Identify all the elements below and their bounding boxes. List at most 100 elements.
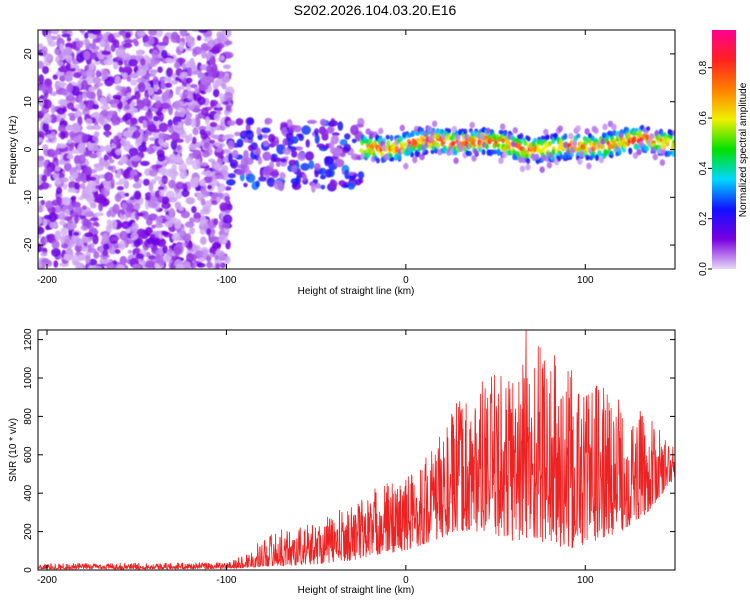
spectrogram-cell: [56, 107, 66, 115]
spectrogram-cell: [221, 75, 231, 84]
spectrogram-cell: [144, 195, 151, 201]
spectrogram-cell: [63, 234, 71, 245]
spectrogram-cell: [609, 150, 614, 156]
spectrogram-cell: [136, 77, 146, 84]
spectrogram-cell: [221, 165, 229, 172]
spectrogram-cell: [201, 150, 210, 158]
spectrogram-cell: [50, 91, 58, 97]
spectrogram-cell: [216, 31, 224, 39]
spectrogram-cell: [91, 76, 101, 84]
spectrogram-cell: [77, 254, 83, 262]
spectrogram-cell: [86, 91, 96, 100]
spectrogram-cell: [193, 212, 202, 220]
spectrogram-cell: [194, 250, 204, 257]
spectrogram-cell: [106, 46, 111, 52]
spectrogram-cell: [66, 154, 74, 160]
spectrogram-cell: [58, 212, 66, 221]
spectrogram-cell: [126, 159, 132, 167]
spectrogram-cell: [286, 119, 293, 128]
spectrogram-cell: [81, 79, 89, 91]
spectrogram-cell: [503, 131, 508, 137]
spectrogram-cell: [551, 148, 556, 156]
spectrogram-cell: [49, 114, 57, 124]
spectrogram-cell: [103, 58, 114, 66]
spectrogram-cell: [240, 157, 249, 167]
spectrogram-cell: [88, 258, 98, 266]
spectrogram-cell: [106, 219, 112, 226]
spectrogram-cell: [207, 184, 213, 190]
spectrogram-cell: [140, 58, 146, 66]
spectrogram-cell: [98, 201, 103, 212]
spectrogram-cell: [73, 72, 82, 79]
spectrogram-cell: [173, 100, 182, 111]
spectrogram-cell: [375, 157, 380, 164]
spectrogram-cell: [151, 49, 159, 60]
snr-series-line: [38, 330, 675, 570]
x-tick-label: 0: [403, 575, 409, 586]
spectrogram-cell: [181, 189, 190, 198]
spectrogram-cell: [66, 102, 75, 110]
spectrogram-cell: [219, 251, 226, 260]
spectrogram-cell: [266, 177, 276, 188]
spectrogram-cell: [201, 249, 208, 259]
spectrogram-cell: [468, 136, 473, 143]
spectrogram-cell: [214, 112, 221, 122]
spectrogram-cell: [463, 128, 468, 135]
spectrogram-cell: [112, 203, 120, 214]
spectrogram-cell: [381, 144, 387, 152]
spectrogram-cell: [391, 142, 396, 150]
spectrogram-cell: [168, 207, 175, 218]
spectrogram-cell: [127, 249, 133, 254]
spectrogram-cell: [111, 115, 118, 126]
spectrogram-cell: [205, 116, 210, 125]
spectrogram-cell: [89, 217, 99, 222]
spectrogram-cell: [326, 126, 335, 134]
spectrogram-cell: [151, 164, 157, 170]
spectrogram-cell: [178, 162, 188, 173]
spectrogram-cell: [187, 38, 196, 48]
spectrogram-cell: [229, 162, 237, 167]
spectrogram-cell: [129, 169, 135, 179]
spectrogram-cell: [191, 159, 201, 170]
spectrogram-cell: [91, 41, 97, 50]
spectrogram-cell: [93, 221, 99, 226]
spectrogram-cell: [107, 165, 114, 171]
spectrogram-cell: [212, 89, 220, 98]
spectrogram-cell: [84, 107, 89, 112]
spectrogram-cell: [490, 149, 495, 155]
spectrogram-cell: [121, 140, 127, 147]
spectrogram-cell: [110, 99, 120, 105]
spectrogram-cell: [175, 112, 183, 117]
spectrogram-cell: [562, 141, 569, 149]
spectrogram-cell: [114, 75, 121, 85]
spectrogram-cell: [208, 235, 217, 243]
spectrogram-cell: [77, 116, 83, 126]
spectrogram-cell: [116, 186, 124, 191]
spectrogram-cell: [329, 140, 335, 150]
spectrogram-cell: [159, 167, 168, 176]
colorbar-tick-label: 0.8: [698, 60, 709, 74]
spectrogram-cell: [148, 182, 154, 192]
spectrogram-cell: [589, 141, 594, 148]
spectrogram-cell: [214, 254, 219, 261]
snr-panel: -200 -100 0 100 0 200 400 600 800 1000 1200 Heigh…: [8, 328, 676, 596]
spectrogram-cell: [269, 142, 276, 148]
spectrogram-cell: [540, 135, 545, 141]
spectrogram-cell: [226, 179, 236, 186]
spectrogram-cell: [101, 69, 109, 80]
x-tick-label: -100: [216, 275, 236, 286]
spectrogram-cell: [224, 134, 235, 139]
spectrogram-cell: [211, 241, 222, 250]
spectrogram-cell: [149, 169, 158, 177]
spectrogram-cell: [617, 148, 622, 156]
spectrogram-cell: [593, 127, 599, 134]
spectrogram-cell: [173, 124, 184, 133]
spectrogram-cell: [92, 104, 99, 110]
spectrogram-cell: [82, 205, 87, 211]
spectrogram-cell: [38, 98, 44, 107]
spectrogram-cell: [512, 127, 518, 134]
spectrogram-cell: [129, 79, 138, 86]
spectrogram-cell: [83, 50, 91, 60]
spectrogram-cell: [133, 190, 142, 200]
spectrogram-cell: [136, 228, 144, 239]
